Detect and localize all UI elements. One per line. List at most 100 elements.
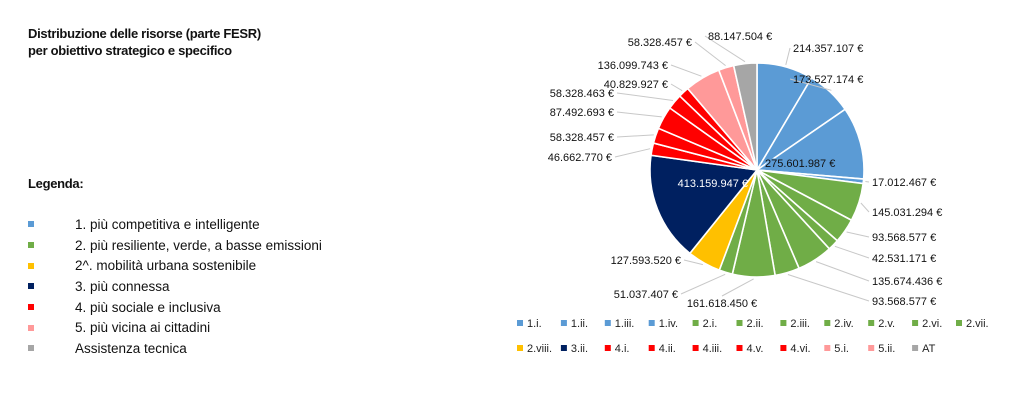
data-label: 136.099.743 € [598, 60, 668, 72]
chart-legend-entry: 2.v. [868, 318, 895, 330]
chart-legend-label: 2.v. [878, 318, 895, 330]
legend-label: Assistenza tecnica [75, 340, 187, 356]
chart-legend-label: 2.vii. [966, 318, 989, 330]
data-label: 46.662.770 € [548, 152, 612, 164]
legend-heading: Legenda: [28, 176, 84, 191]
data-label: 93.568.577 € [872, 232, 936, 244]
chart-legend-entry: 2.i. [692, 318, 717, 330]
data-labels: 214.357.107 € 173.527.174 € 275.601.987 € 1… [548, 31, 943, 310]
leader-line [789, 78, 832, 91]
chart-legend-swatch [912, 345, 919, 351]
leader-line [614, 148, 651, 158]
legend-label: 4. più sociale e inclusiva [75, 299, 221, 315]
pie-slices [649, 62, 865, 278]
legend-item: 2. più resiliente, verde, a basse emissi… [28, 235, 322, 256]
legend-item: 1. più competitiva e intelligente [28, 214, 322, 235]
chart-legend-swatch [868, 320, 875, 326]
chart-legend-swatch [824, 320, 831, 326]
chart-legend-swatch [692, 345, 699, 351]
chart-legend-entry: 5.ii. [868, 343, 895, 355]
leader-line [787, 274, 870, 302]
data-label: 413.159.947 € [678, 178, 748, 190]
data-label: 161.618.450 € [687, 298, 757, 310]
pie-slice-1iii [754, 108, 865, 180]
leader-lines [614, 35, 870, 302]
leader-line [815, 261, 870, 282]
chart-title-line-2: per obiettivo strategico e specifico [28, 43, 232, 58]
chart-legend-swatch [956, 320, 962, 326]
legend-item: 4. più sociale e inclusiva [28, 297, 322, 318]
legend-list: 1. più competitiva e intelligente 2. più… [28, 214, 322, 359]
chart-legend-swatch [912, 320, 919, 326]
chart-legend-label: 4.v. [747, 343, 764, 355]
chart-legend-label: 4.ii. [659, 343, 676, 355]
chart-legend-label: 2.ii. [747, 318, 764, 330]
legend-item: 3. più connessa [28, 276, 322, 297]
chart-legend-entry: 3.ii. [560, 343, 588, 355]
chart-legend-swatch [736, 345, 743, 351]
chart-legend-swatch [604, 320, 611, 326]
chart-legend-swatch [604, 345, 611, 351]
chart-legend-label: 2.iii. [790, 318, 810, 330]
chart-legend: 1.i. 1.ii. 1.iii. 1.iv. 2.i. 2.ii. 2.iii. 2.iv.… [517, 318, 989, 355]
chart-legend-label: AT [922, 343, 936, 355]
chart-legend-entry: 2.viii. [517, 343, 552, 355]
legend-label: 3. più connessa [75, 278, 170, 294]
data-label: 58.328.457 € [550, 132, 614, 144]
chart-legend-label: 2.iv. [834, 318, 853, 330]
chart-legend-label: 1.iv. [659, 318, 678, 330]
chart-legend-label: 1.ii. [571, 318, 588, 330]
chart-legend-entry: 1.iii. [604, 318, 635, 330]
chart-legend-entry: 1.i. [517, 318, 542, 330]
chart-legend-label: 4.iii. [703, 343, 723, 355]
data-label: 58.328.457 € [628, 37, 692, 49]
chart-title: Distribuzione delle risorse (parte FESR)… [28, 25, 261, 59]
data-label: 275.601.987 € [765, 158, 835, 170]
data-label: 127.593.520 € [611, 255, 681, 267]
leader-line [785, 47, 791, 66]
chart-legend-swatch [868, 345, 875, 351]
pie-slice-3ii [649, 154, 759, 255]
chart-legend-swatch [824, 345, 831, 351]
chart-legend-swatch [517, 320, 523, 326]
chart-legend-entry: AT [912, 343, 936, 355]
chart-legend-entry: 2.iii. [780, 318, 810, 330]
chart-legend-swatch [692, 320, 699, 326]
legend-label: 1. più competitiva e intelligente [75, 216, 260, 232]
legend-swatch [28, 345, 34, 352]
chart-legend-swatch [560, 345, 567, 351]
data-label: 145.031.294 € [872, 207, 942, 219]
chart-legend-entry: 1.iv. [648, 318, 678, 330]
leader-line [865, 181, 870, 183]
legend-item: Assistenza tecnica [28, 338, 322, 359]
leader-line [616, 92, 674, 101]
legend-swatch [28, 324, 34, 331]
chart-legend-label: 3.ii. [571, 343, 588, 355]
legend-swatch [28, 221, 34, 228]
chart-legend-label: 2.viii. [527, 343, 552, 355]
leader-line [860, 202, 870, 213]
chart-legend-entry: 2.iv. [824, 318, 854, 330]
leader-line [846, 231, 870, 238]
data-label: 17.012.467 € [872, 177, 936, 189]
chart-title-line-1: Distribuzione delle risorse (parte FESR) [28, 26, 261, 41]
chart-legend-label: 5.i. [834, 343, 849, 355]
leader-line [670, 64, 702, 77]
chart-legend-label: 2.vi. [922, 318, 942, 330]
data-label: 42.531.171 € [872, 253, 936, 265]
chart-legend-entry: 5.i. [824, 343, 849, 355]
chart-legend-label: 1.iii. [615, 318, 635, 330]
leader-line [721, 278, 754, 297]
chart-legend-entry: 4.vi. [780, 343, 811, 355]
legend-item: 5. più vicina ai cittadini [28, 317, 322, 338]
legend-swatch [28, 262, 34, 269]
chart-legend-label: 1.i. [527, 318, 542, 330]
data-label: 135.674.436 € [872, 276, 942, 288]
legend-label: 5. più vicina ai cittadini [75, 320, 211, 336]
data-label: 173.527.174 € [793, 74, 863, 86]
chart-legend-entry: 2.vi. [912, 318, 942, 330]
legend-label: 2^. mobilità urbana sostenibile [75, 258, 257, 274]
leader-line [704, 35, 746, 63]
chart-legend-swatch [780, 320, 787, 326]
